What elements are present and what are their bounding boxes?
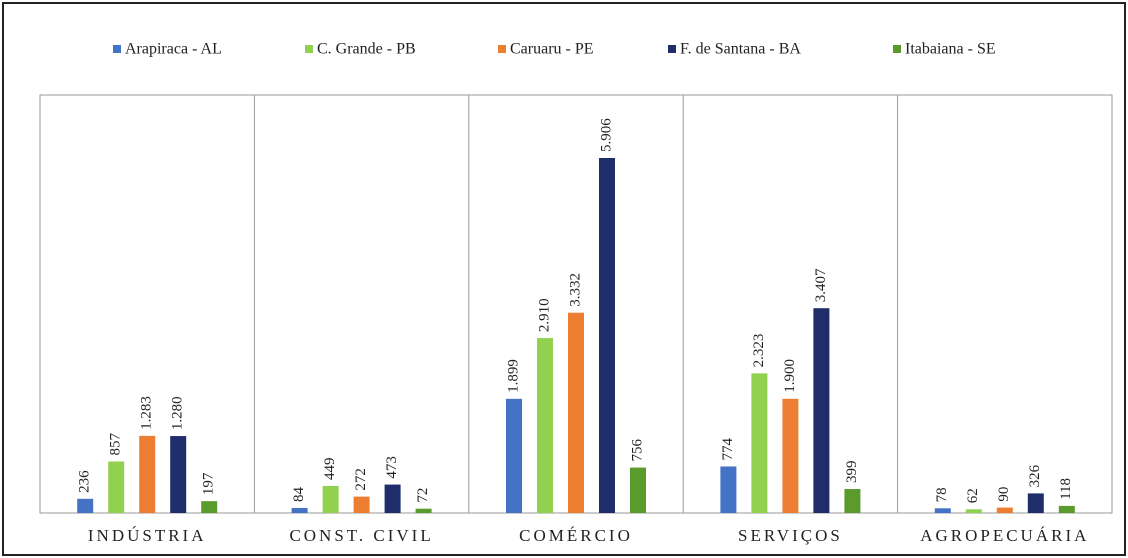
value-label: 449 — [322, 458, 338, 481]
legend-label: Caruaru - PE — [510, 41, 594, 58]
value-label: 84 — [291, 486, 307, 502]
value-label: 756 — [629, 439, 645, 462]
legend-label: Itabaiana - SE — [905, 41, 996, 58]
legend-swatch — [305, 45, 313, 53]
value-label: 62 — [965, 488, 981, 503]
bar — [170, 436, 187, 513]
value-label: 473 — [384, 456, 400, 479]
bar — [965, 509, 982, 513]
bar — [630, 467, 646, 513]
legend-swatch — [668, 45, 676, 53]
value-label: 197 — [201, 472, 217, 495]
x-tick-label: CONST. CIVIL — [289, 526, 433, 545]
x-tick-label: INDÚSTRIA — [88, 526, 207, 545]
bar — [201, 501, 218, 513]
bar — [996, 507, 1013, 513]
bar — [1027, 493, 1044, 513]
legend-swatch — [498, 45, 506, 53]
value-label: 3.407 — [813, 268, 829, 302]
bar — [108, 461, 125, 513]
value-label: 399 — [844, 461, 860, 484]
bar — [599, 158, 615, 513]
bar — [568, 312, 584, 513]
value-label: 90 — [996, 487, 1012, 502]
value-label: 774 — [720, 437, 736, 460]
bar — [384, 484, 401, 513]
bar — [415, 508, 432, 513]
value-label: 1.283 — [139, 396, 155, 430]
bar — [720, 466, 737, 513]
value-label: 2.323 — [751, 334, 767, 368]
bar — [934, 508, 951, 513]
value-label: 1.899 — [505, 359, 521, 393]
x-tick-label: AGROPECUÁRIA — [920, 526, 1089, 545]
legend-label: F. de Santana - BA — [680, 41, 801, 58]
value-label: 2.910 — [536, 298, 552, 332]
value-label: 72 — [415, 488, 431, 503]
legend-swatch — [113, 45, 121, 53]
bar — [844, 489, 861, 513]
value-label: 857 — [108, 432, 124, 455]
x-tick-label: COMÉRCIO — [519, 526, 633, 545]
legend-swatch — [893, 45, 901, 53]
legend-label: Arapiraca - AL — [125, 41, 222, 58]
x-tick-label: SERVIÇOS — [738, 526, 843, 545]
bar — [139, 435, 156, 513]
bar — [537, 338, 553, 513]
bar — [322, 486, 339, 513]
value-label: 5.906 — [598, 118, 614, 152]
bar — [353, 496, 370, 513]
bar — [506, 398, 522, 513]
value-label: 118 — [1058, 478, 1074, 500]
value-label: 1.900 — [782, 359, 798, 393]
value-label: 326 — [1027, 464, 1043, 487]
legend-label: C. Grande - PB — [317, 41, 416, 58]
bar — [291, 507, 308, 513]
bar — [77, 498, 94, 513]
bar — [782, 398, 799, 513]
bar — [751, 373, 768, 513]
value-label: 1.280 — [170, 396, 186, 430]
value-label: 78 — [934, 487, 950, 502]
value-label: 236 — [77, 470, 93, 493]
bar — [813, 308, 830, 513]
value-label: 272 — [353, 468, 369, 491]
bar — [1058, 505, 1075, 513]
value-label: 3.332 — [567, 273, 583, 307]
